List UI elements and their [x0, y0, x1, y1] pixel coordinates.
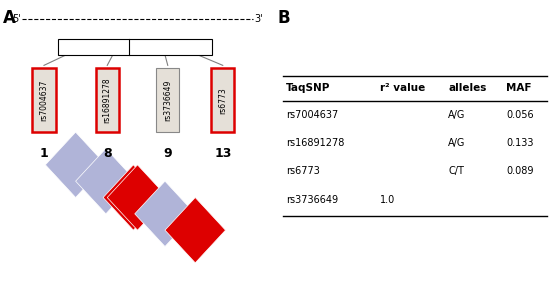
- Text: rs3736649: rs3736649: [163, 80, 172, 121]
- Text: 9: 9: [163, 147, 172, 160]
- Polygon shape: [135, 181, 195, 247]
- Text: 1: 1: [40, 147, 48, 160]
- Text: 13: 13: [214, 147, 232, 160]
- Polygon shape: [107, 165, 168, 230]
- Bar: [58, 39, 212, 55]
- Text: rs6773: rs6773: [286, 166, 320, 176]
- Text: B: B: [278, 9, 290, 27]
- Text: A/G: A/G: [448, 138, 466, 148]
- Text: 0.089: 0.089: [506, 166, 534, 176]
- Text: 0.133: 0.133: [506, 138, 534, 148]
- Text: 1.0: 1.0: [379, 195, 395, 205]
- Polygon shape: [165, 198, 226, 263]
- Text: alleles: alleles: [448, 83, 487, 93]
- Bar: [32, 68, 56, 132]
- Text: C/T: C/T: [448, 166, 464, 176]
- Text: 0.056: 0.056: [506, 110, 534, 120]
- Text: A: A: [3, 9, 15, 27]
- Text: 5': 5': [12, 14, 21, 24]
- Text: TaqSNP: TaqSNP: [286, 83, 331, 93]
- Polygon shape: [76, 148, 136, 214]
- Text: rs7004637: rs7004637: [40, 80, 48, 121]
- Text: rs16891278: rs16891278: [103, 78, 112, 123]
- Text: rs7004637: rs7004637: [286, 110, 338, 120]
- Polygon shape: [103, 165, 164, 230]
- Bar: [211, 68, 234, 132]
- Text: r² value: r² value: [379, 83, 425, 93]
- Text: 8: 8: [103, 147, 112, 160]
- Polygon shape: [46, 132, 106, 198]
- Text: 3': 3': [254, 14, 263, 24]
- Bar: [156, 68, 179, 132]
- Text: rs6773: rs6773: [218, 87, 227, 114]
- Text: rs16891278: rs16891278: [286, 138, 344, 148]
- Text: A/G: A/G: [448, 110, 466, 120]
- Bar: [96, 68, 119, 132]
- Text: MAF: MAF: [506, 83, 531, 93]
- Text: rs3736649: rs3736649: [286, 195, 338, 205]
